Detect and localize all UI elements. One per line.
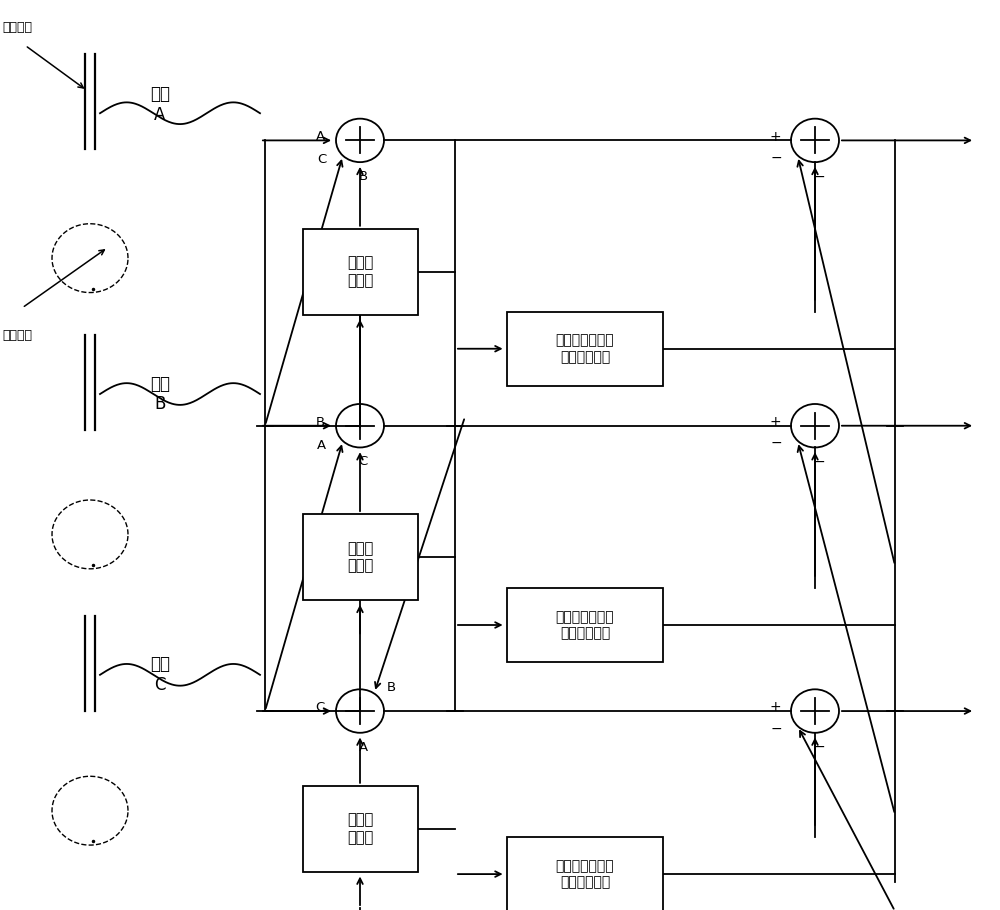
Text: C: C xyxy=(317,154,326,167)
Text: C: C xyxy=(358,456,368,469)
Text: 信号传
输路径: 信号传 输路径 xyxy=(347,813,373,845)
Text: B: B xyxy=(387,681,396,693)
Text: 天线
C: 天线 C xyxy=(150,655,170,694)
Text: 天线
A: 天线 A xyxy=(150,85,170,124)
Text: A: A xyxy=(317,439,326,451)
Text: −: − xyxy=(771,436,782,450)
Bar xyxy=(507,837,662,910)
Text: 信号传
输路径: 信号传 输路径 xyxy=(347,541,373,573)
Text: +: + xyxy=(769,130,781,144)
Text: A: A xyxy=(315,130,325,143)
Bar xyxy=(302,228,418,315)
Text: 基于神经网络的
自适应滤波器: 基于神经网络的 自适应滤波器 xyxy=(556,610,614,640)
Bar xyxy=(302,785,418,872)
Text: 环形天线: 环形天线 xyxy=(2,329,32,341)
Text: +: + xyxy=(769,701,781,714)
Text: 基于神经网络的
自适应滤波器: 基于神经网络的 自适应滤波器 xyxy=(556,334,614,364)
Bar xyxy=(507,311,662,386)
Text: −: − xyxy=(771,151,782,165)
Text: B: B xyxy=(358,170,368,183)
Bar xyxy=(507,588,662,662)
Text: +: + xyxy=(769,415,781,430)
Text: −: − xyxy=(771,722,782,735)
Text: A: A xyxy=(358,741,368,753)
Bar xyxy=(302,514,418,600)
Text: −: − xyxy=(813,455,825,469)
Text: 基于神经网络的
自适应滤波器: 基于神经网络的 自适应滤波器 xyxy=(556,859,614,889)
Text: 信号传
输路径: 信号传 输路径 xyxy=(347,256,373,288)
Text: 杆形天线: 杆形天线 xyxy=(2,21,32,34)
Text: B: B xyxy=(315,416,325,429)
Text: C: C xyxy=(315,701,325,714)
Text: −: − xyxy=(813,169,825,184)
Text: −: − xyxy=(813,740,825,754)
Text: 天线
B: 天线 B xyxy=(150,375,170,413)
